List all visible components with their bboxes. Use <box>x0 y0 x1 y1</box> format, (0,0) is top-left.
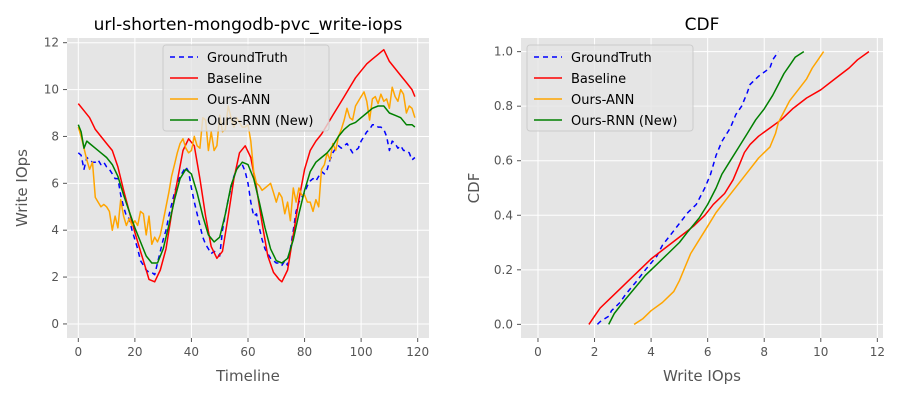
x-tick-label: 60 <box>240 345 255 359</box>
y-tick-label: 0.0 <box>494 317 513 331</box>
y-tick-label: 10 <box>44 83 59 97</box>
x-tick-label: 2 <box>591 345 599 359</box>
series-line-groundtruth <box>77 123 416 276</box>
y-tick-label: 0.4 <box>494 208 513 222</box>
x-tick-label: 6 <box>704 345 712 359</box>
chart-cdf: 0 2 4 6 8 10 12 0.0 0.2 0.4 0.6 0.8 1.0 CDF Write IO… <box>465 15 885 385</box>
x-tick-label: 120 <box>406 345 429 359</box>
legend-label-groundtruth: GroundTruth <box>207 51 288 66</box>
y-tick-label: 0.8 <box>494 99 513 113</box>
legend-box <box>162 44 330 132</box>
x-tick-label: 4 <box>647 345 655 359</box>
series-line-ours-rnn-new <box>77 105 416 264</box>
chart-title-cdf: CDF <box>685 15 720 35</box>
legend-label-ours-rnn-new: Ours-RNN (New) <box>571 114 677 129</box>
x-tick-label: 0 <box>74 345 82 359</box>
x-tick-label: 40 <box>184 345 199 359</box>
series-line-ours-ann <box>633 51 825 326</box>
x-tick-label: 10 <box>813 345 828 359</box>
series-line-ours-rnn-new <box>608 50 805 325</box>
x-axis-label-timeline: Timeline <box>215 367 280 385</box>
legend-cdf: GroundTruth Baseline Ours-ANN Ours-RNN (New… <box>526 44 694 132</box>
y-tick-label: 4 <box>51 223 59 237</box>
x-tick-label: 12 <box>870 345 885 359</box>
y-tick-label: 2 <box>51 270 59 284</box>
y-tick-label: 8 <box>51 129 59 143</box>
x-tick-label: 8 <box>760 345 768 359</box>
series-line-baseline <box>588 50 870 325</box>
legend-label-groundtruth: GroundTruth <box>571 51 652 66</box>
ticks-cdf: 0 2 4 6 8 10 12 0.0 0.2 0.4 0.6 0.8 1.0 <box>494 45 885 359</box>
legend-label-baseline: Baseline <box>207 72 262 87</box>
y-tick-label: 6 <box>51 176 59 190</box>
x-tick-label: 80 <box>297 345 312 359</box>
legend-label-ours-rnn-new: Ours-RNN (New) <box>207 114 313 129</box>
x-axis-label-cdf: Write IOps <box>663 367 741 385</box>
series-line-baseline <box>77 48 416 283</box>
y-axis-label-cdf: CDF <box>465 173 483 204</box>
x-tick-label: 0 <box>534 345 542 359</box>
y-tick-label: 12 <box>44 36 59 50</box>
y-tick-label: 0.2 <box>494 263 513 277</box>
legend-box <box>526 44 694 132</box>
series-line-groundtruth <box>596 51 780 325</box>
ticks-timeline: 0 20 40 60 80 100 120 0 2 4 6 8 10 12 <box>44 36 429 359</box>
legend-label-ours-ann: Ours-ANN <box>571 93 634 108</box>
x-tick-label: 100 <box>350 345 373 359</box>
x-tick-label: 20 <box>127 345 142 359</box>
legend-label-ours-ann: Ours-ANN <box>207 93 270 108</box>
legend-timeline: GroundTruth Baseline Ours-ANN Ours-RNN (New… <box>162 44 330 132</box>
chart-iops-timeline: 0 20 40 60 80 100 120 0 2 4 6 8 10 12 url-shorten-mon… <box>13 15 429 385</box>
legend-label-baseline: Baseline <box>571 72 626 87</box>
y-tick-label: 0.6 <box>494 154 513 168</box>
y-tick-label: 1.0 <box>494 45 513 59</box>
y-tick-label: 0 <box>51 317 59 331</box>
y-axis-label-timeline: Write IOps <box>13 149 31 227</box>
series-cdf <box>588 50 870 326</box>
chart-title-timeline: url-shorten-mongodb-pvc_write-iops <box>94 15 403 35</box>
